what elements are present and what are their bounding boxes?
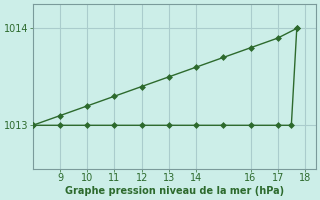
X-axis label: Graphe pression niveau de la mer (hPa): Graphe pression niveau de la mer (hPa) <box>65 186 284 196</box>
